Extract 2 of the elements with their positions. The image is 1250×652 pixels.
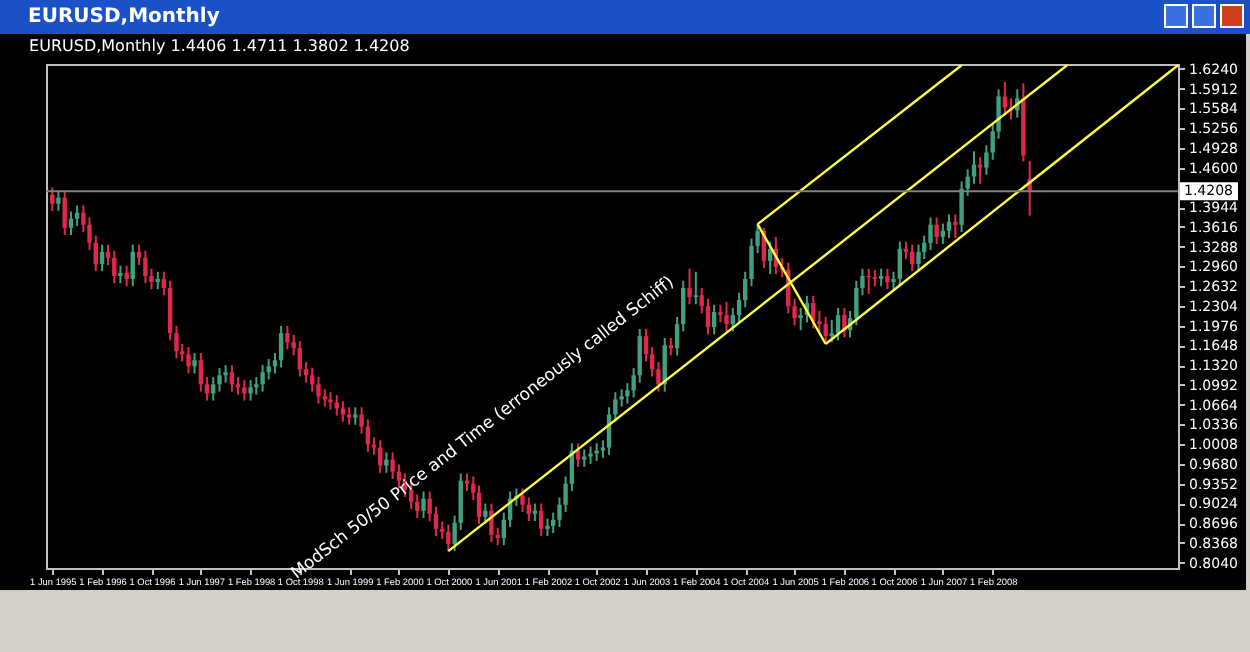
chart-title: EURUSD,Monthly xyxy=(28,6,220,28)
chart-subtitle: EURUSD,Monthly 1.4406 1.4711 1.3802 1.4208 xyxy=(29,36,410,55)
